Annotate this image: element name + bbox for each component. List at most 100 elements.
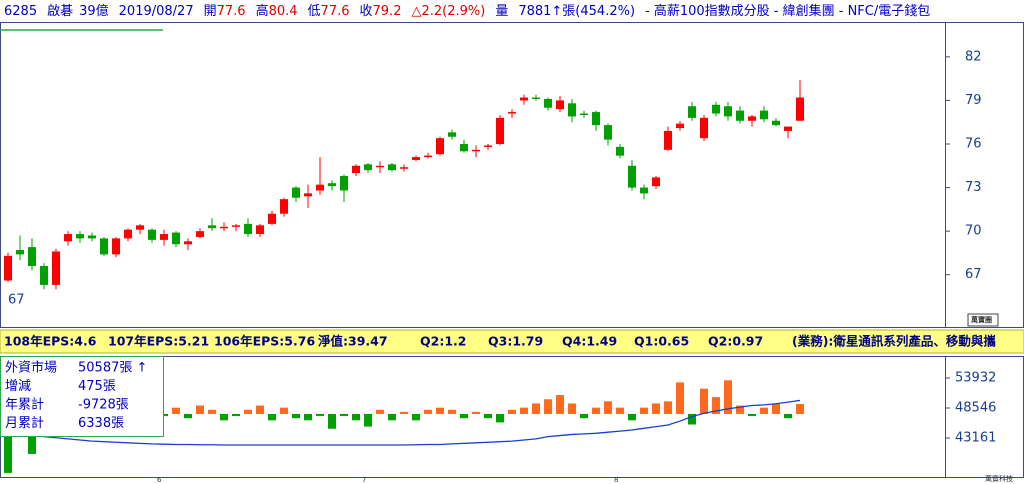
y-tick-label: 79 <box>965 93 982 108</box>
net-bar <box>520 407 528 414</box>
candle-body <box>508 112 516 114</box>
eps-item: Q2:1.2 <box>420 334 466 349</box>
candle-body <box>592 112 600 126</box>
candle-body <box>412 157 420 160</box>
info-label: 外資市場 <box>5 360 57 376</box>
net-bar <box>232 413 240 417</box>
candle-body <box>52 251 60 285</box>
candle-body <box>268 213 276 224</box>
header-high-label: 高 <box>256 3 269 19</box>
net-bar <box>268 413 276 421</box>
net-bar <box>304 413 312 421</box>
net-bar <box>568 403 576 414</box>
candle-body <box>124 229 132 239</box>
net-bar <box>448 409 456 414</box>
eps-item: 淨值:39.47 <box>318 334 388 349</box>
eps-item: (業務):衛星通訊系列產品、移動與攜 <box>792 334 996 349</box>
candle-body <box>544 98 552 108</box>
net-bar <box>604 401 612 414</box>
candle-body <box>616 146 624 156</box>
net-bar <box>556 395 564 414</box>
info-box <box>0 356 164 437</box>
candle-body <box>580 113 588 115</box>
candle-body <box>724 106 732 117</box>
net-bar <box>532 403 540 414</box>
header-close: 79.2 <box>373 4 402 19</box>
net-bar <box>436 407 444 414</box>
candle-body <box>340 175 348 191</box>
header-volume-label: 量 <box>495 4 508 19</box>
net-bar <box>244 409 252 414</box>
net-bar <box>196 405 204 414</box>
candle-body <box>532 97 540 100</box>
eps-item: Q4:1.49 <box>562 334 617 349</box>
net-bar <box>460 413 468 419</box>
net-bar <box>364 413 372 427</box>
header-low-label: 低 <box>308 4 321 19</box>
candle-body <box>652 177 660 187</box>
holding-line <box>7 399 801 446</box>
candle-body <box>280 199 288 214</box>
net-bar <box>688 413 696 425</box>
header-text: 6285 啟碁 39億 2019/08/27 開77.6 高80.4 低77.6 收79.2 △… <box>4 3 930 19</box>
candle-body <box>796 97 804 121</box>
net-bar <box>472 411 480 414</box>
header-name: 啟碁 <box>47 4 73 19</box>
candle-body <box>28 247 36 266</box>
net-bar <box>640 407 648 414</box>
candle-body <box>376 165 384 168</box>
candle-body <box>76 234 84 239</box>
net-bar <box>328 413 336 429</box>
candle-body <box>520 97 528 101</box>
header-high: 80.4 <box>269 4 298 19</box>
net-bar <box>676 382 684 414</box>
candle-body <box>688 106 696 118</box>
net-bar <box>508 409 516 414</box>
candle-body <box>328 183 336 187</box>
header-change: △2.2(2.9%) <box>411 4 485 19</box>
net-bar <box>592 407 600 414</box>
candle-body <box>196 231 204 237</box>
candle-body <box>388 164 396 171</box>
y-tick-label: 53932 <box>955 370 996 385</box>
net-bar <box>316 413 324 417</box>
net-bar <box>628 413 636 421</box>
candle-body <box>604 125 612 140</box>
header-tags: - 高薪100指數成分股 - 緯創集團 - NFC/電子錢包 <box>645 3 930 19</box>
eps-item: Q2:0.97 <box>708 334 763 349</box>
net-bar <box>760 407 768 414</box>
header-cap: 39億 <box>79 3 109 19</box>
candle-body <box>400 167 408 169</box>
candle-body <box>88 235 96 239</box>
net-bar <box>256 405 264 414</box>
eps-item: 107年EPS:5.21 <box>108 334 209 349</box>
candle-body <box>460 144 468 152</box>
candle-body <box>244 223 252 235</box>
y-tick-label: 76 <box>965 137 982 152</box>
net-bar <box>652 403 660 414</box>
x-tick-label: 8 <box>614 476 618 484</box>
y-tick-label: 48546 <box>955 400 996 415</box>
x-tick-label: 6 <box>157 476 162 484</box>
eps-bar <box>0 329 1024 354</box>
info-label: 年累計 <box>5 397 44 413</box>
candle-body <box>16 250 24 255</box>
candle-body <box>148 229 156 240</box>
candle-body <box>736 110 744 121</box>
info-value: 475張 <box>78 379 116 394</box>
net-bar <box>292 413 300 419</box>
net-bar <box>424 409 432 414</box>
net-bar <box>484 413 492 419</box>
net-bar <box>340 413 348 417</box>
net-bar <box>172 407 180 414</box>
net-bar <box>208 409 216 414</box>
header-code: 6285 <box>4 4 37 19</box>
candle-body <box>664 130 672 150</box>
net-bar <box>4 413 12 473</box>
brand: 萬寶圈 <box>971 315 992 324</box>
candle-body <box>4 255 12 281</box>
